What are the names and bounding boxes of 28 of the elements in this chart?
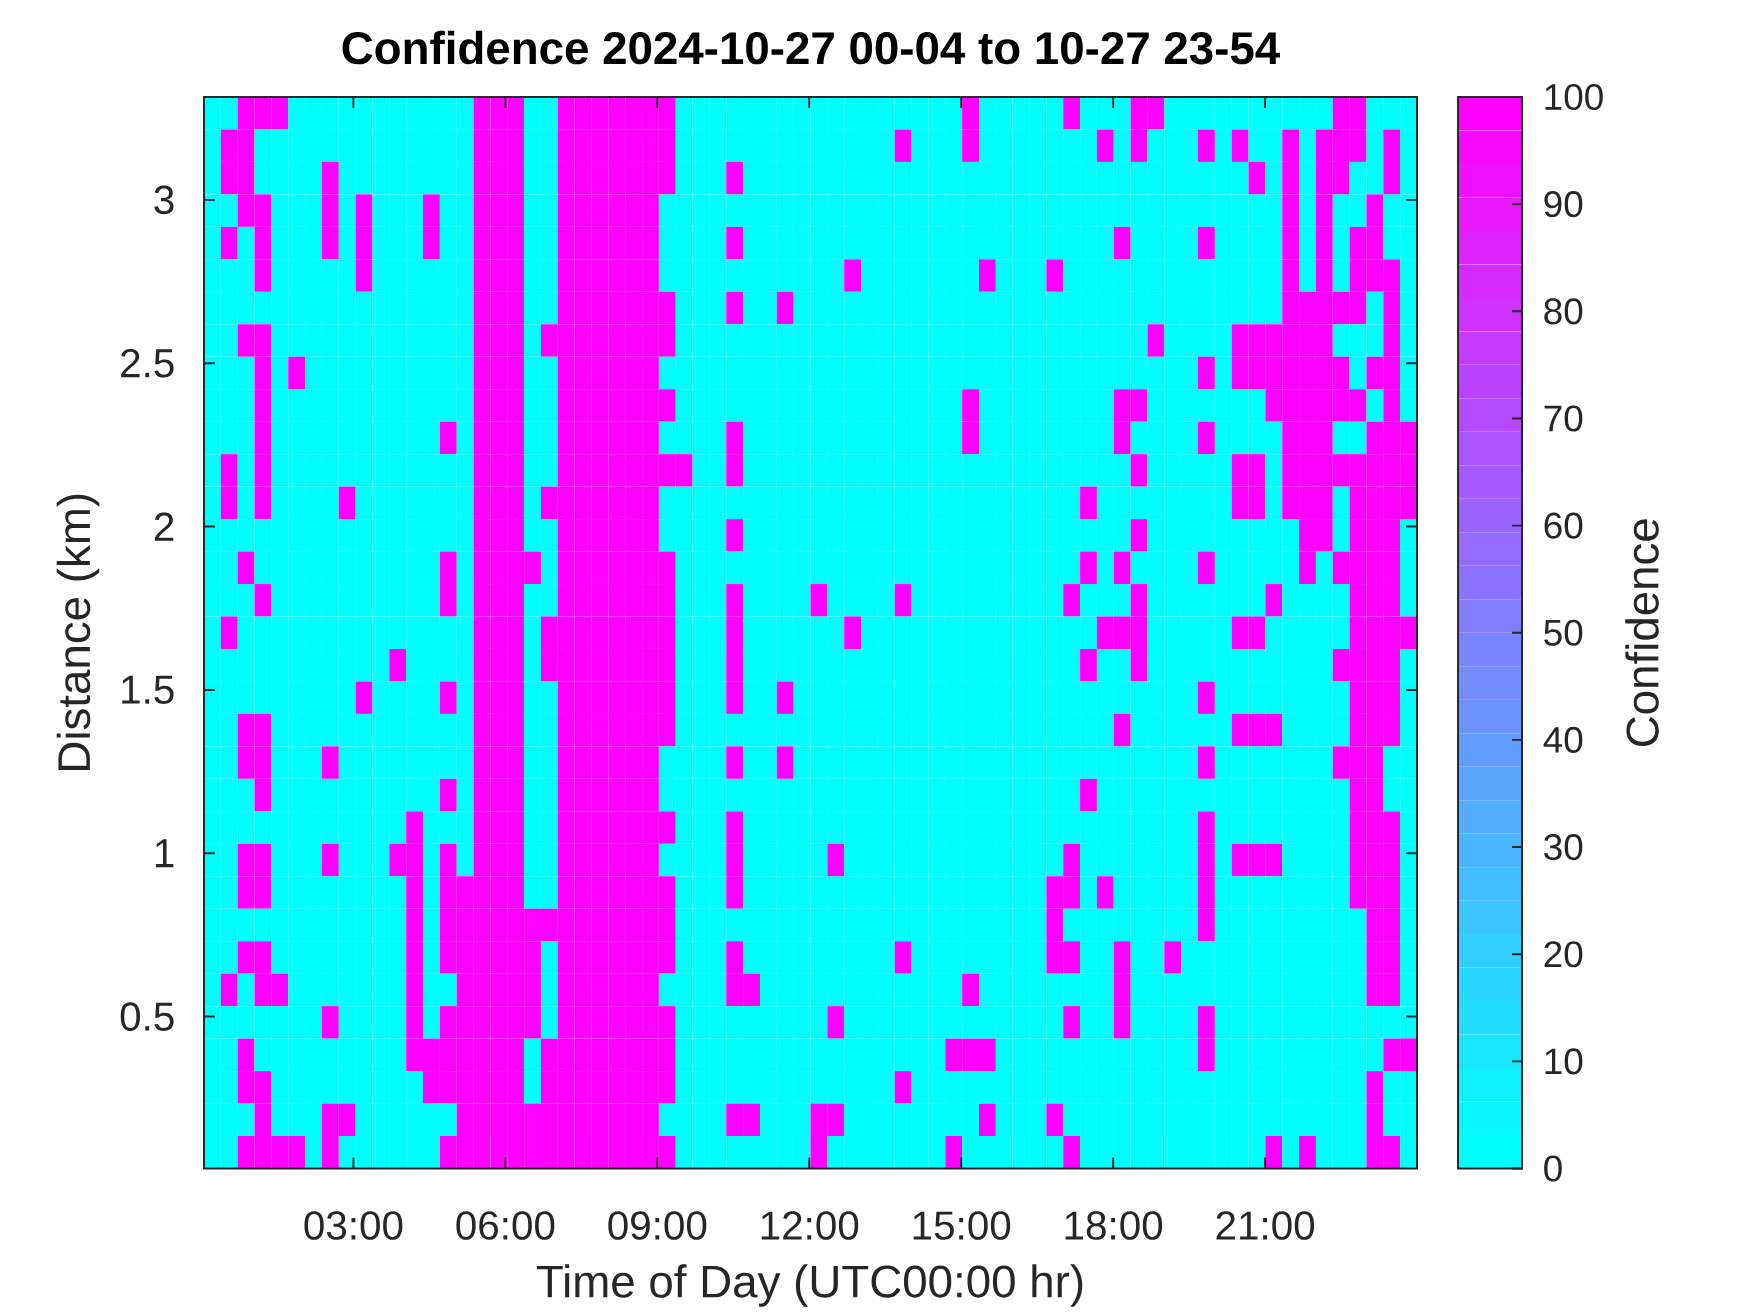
color-bar-title: Confidence — [1625, 519, 1659, 747]
color-bar-label: 70 — [1544, 405, 1583, 432]
y-axis-title: Distance (km) — [56, 494, 100, 770]
color-bar-label: 0 — [1544, 1155, 1562, 1182]
color-bar-label: 80 — [1544, 298, 1583, 325]
x-tick-label: 15:00 — [913, 1211, 1011, 1240]
x-tick-label: 21:00 — [1216, 1211, 1315, 1240]
color-bar-label: 50 — [1544, 619, 1583, 646]
x-tick-label: 18:00 — [1065, 1211, 1163, 1240]
color-bar-label: 60 — [1544, 512, 1583, 539]
color-bar-label: 10 — [1545, 1048, 1583, 1075]
x-axis-title: Time of Day (UTC00:00 hr) — [536, 1264, 1083, 1307]
x-tick-label: 06:00 — [456, 1211, 555, 1240]
y-tick-label: 2 — [154, 512, 174, 541]
y-tick-label: 3 — [154, 185, 174, 215]
x-tick-label: 03:00 — [304, 1211, 403, 1240]
y-tick-label: 1 — [155, 839, 174, 868]
color-bar-label: 100 — [1545, 83, 1603, 111]
y-tick-label: 0.5 — [120, 1002, 174, 1031]
color-bar-label: 30 — [1544, 834, 1583, 861]
color-bar-label: 20 — [1544, 941, 1583, 968]
y-tick-label: 1.5 — [122, 675, 174, 704]
x-tick-label: 09:00 — [608, 1211, 707, 1240]
color-bar-label: 40 — [1543, 726, 1583, 753]
color-bar-label: 90 — [1544, 191, 1583, 218]
y-tick-label: 2.5 — [121, 348, 174, 378]
x-tick-label: 12:00 — [761, 1211, 859, 1240]
chart-title: Confidence 2024-10-27 00-04 to 10-27 23-54 — [342, 30, 1280, 65]
